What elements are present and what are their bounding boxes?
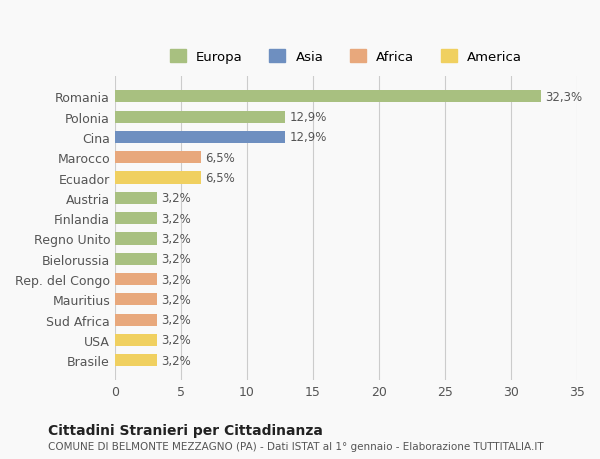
- Bar: [115, 274, 157, 285]
- Bar: [115, 112, 285, 123]
- Text: 6,5%: 6,5%: [205, 172, 235, 185]
- Bar: [115, 192, 157, 205]
- Bar: [115, 354, 157, 367]
- Text: 6,5%: 6,5%: [205, 151, 235, 164]
- Text: 3,2%: 3,2%: [161, 313, 191, 326]
- Bar: [115, 172, 200, 184]
- Text: 3,2%: 3,2%: [161, 273, 191, 286]
- Text: Cittadini Stranieri per Cittadinanza: Cittadini Stranieri per Cittadinanza: [48, 423, 323, 437]
- Text: 3,2%: 3,2%: [161, 293, 191, 306]
- Bar: [115, 91, 541, 103]
- Text: 3,2%: 3,2%: [161, 253, 191, 266]
- Bar: [115, 213, 157, 225]
- Bar: [115, 294, 157, 306]
- Bar: [115, 314, 157, 326]
- Bar: [115, 253, 157, 265]
- Text: 3,2%: 3,2%: [161, 354, 191, 367]
- Legend: Europa, Asia, Africa, America: Europa, Asia, Africa, America: [164, 45, 527, 69]
- Bar: [115, 132, 285, 144]
- Text: COMUNE DI BELMONTE MEZZAGNO (PA) - Dati ISTAT al 1° gennaio - Elaborazione TUTTI: COMUNE DI BELMONTE MEZZAGNO (PA) - Dati …: [48, 441, 544, 451]
- Text: 12,9%: 12,9%: [289, 111, 326, 124]
- Text: 3,2%: 3,2%: [161, 212, 191, 225]
- Text: 32,3%: 32,3%: [545, 90, 583, 104]
- Text: 3,2%: 3,2%: [161, 334, 191, 347]
- Bar: [115, 334, 157, 346]
- Bar: [115, 152, 200, 164]
- Bar: [115, 233, 157, 245]
- Text: 12,9%: 12,9%: [289, 131, 326, 144]
- Text: 3,2%: 3,2%: [161, 192, 191, 205]
- Text: 3,2%: 3,2%: [161, 232, 191, 246]
